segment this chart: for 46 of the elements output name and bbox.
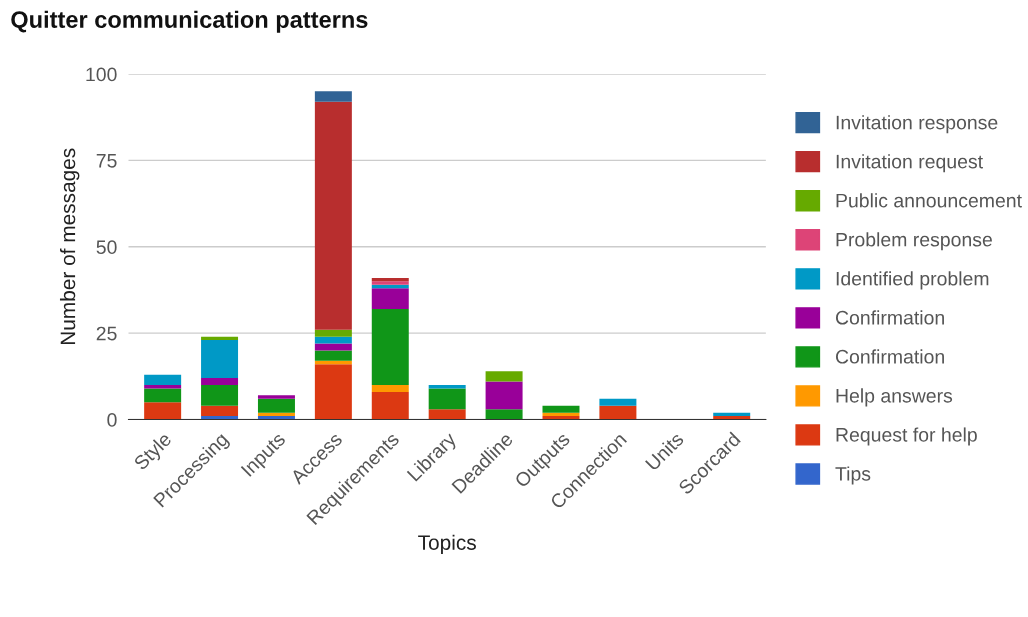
bar (371, 308, 409, 386)
legend-label: Help answers (836, 388, 953, 407)
x-axis-title: Topics (418, 534, 476, 555)
bar (314, 364, 352, 420)
y-tick-label: 100 (86, 67, 117, 82)
y-tick-label: 75 (96, 154, 117, 168)
bar (201, 405, 239, 417)
y-tick-label: 25 (96, 326, 117, 341)
bar (599, 398, 637, 406)
bar (144, 402, 182, 420)
bar (201, 340, 239, 379)
bar (201, 378, 239, 386)
bar (144, 388, 182, 403)
legend-label: Invitation request (836, 154, 983, 173)
legend-label: Public announcement (836, 193, 1022, 208)
bar (257, 398, 295, 413)
legend-label: Request for help (836, 427, 977, 446)
bar (371, 288, 409, 309)
y-axis-title: Number of messages (59, 148, 80, 345)
bar (371, 385, 409, 392)
legend-label: Confirmation (835, 310, 944, 325)
bar (485, 381, 523, 410)
bar (314, 350, 352, 361)
legend-label: Identified problem (836, 271, 989, 290)
bar (428, 388, 466, 410)
y-tick-label: 50 (96, 240, 117, 255)
bar (144, 374, 182, 386)
bar (485, 371, 523, 382)
bar (314, 329, 352, 337)
legend-label: Tips (835, 466, 871, 485)
bar (201, 385, 239, 406)
bar (371, 281, 409, 285)
bar (257, 395, 295, 399)
bar (599, 405, 637, 420)
chart-title: Quitter communication patterns (11, 10, 368, 33)
bar (485, 409, 523, 420)
bar (314, 91, 352, 102)
bar (428, 409, 466, 420)
legend-label: Confirmation (835, 349, 944, 364)
legend-label: Problem response (836, 232, 992, 251)
bar (542, 405, 580, 413)
legend-label: Invitation response (836, 115, 998, 134)
bar (314, 101, 352, 330)
bar (371, 391, 409, 420)
bar (314, 336, 352, 344)
y-tick-label: 0 (107, 413, 117, 427)
